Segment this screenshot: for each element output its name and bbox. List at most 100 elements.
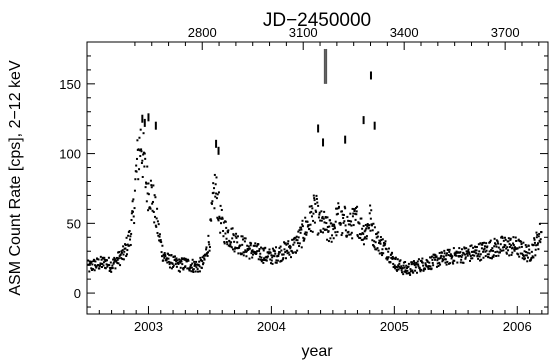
data-point xyxy=(270,254,273,257)
data-point xyxy=(428,261,431,264)
data-point xyxy=(129,238,132,241)
data-point xyxy=(119,264,122,267)
data-point xyxy=(420,268,423,271)
data-point xyxy=(377,249,380,252)
data-point xyxy=(523,257,526,260)
data-point xyxy=(371,239,374,242)
data-point xyxy=(305,233,308,236)
data-point xyxy=(177,262,180,265)
data-point xyxy=(214,183,217,186)
data-point xyxy=(250,242,253,245)
data-point xyxy=(202,254,205,257)
data-point xyxy=(174,258,177,261)
data-point xyxy=(143,165,146,168)
data-point xyxy=(300,246,303,249)
x-tick-label: 2003 xyxy=(134,319,163,334)
data-point xyxy=(311,207,314,210)
data-point xyxy=(540,231,543,234)
data-point xyxy=(344,207,347,210)
data-point xyxy=(160,251,163,254)
data-point xyxy=(339,222,342,225)
data-point xyxy=(514,247,517,250)
data-point xyxy=(397,264,400,267)
data-point xyxy=(454,252,457,255)
data-point xyxy=(144,157,147,160)
data-point xyxy=(233,247,236,250)
data-point xyxy=(500,249,503,252)
data-point xyxy=(398,262,401,265)
data-point xyxy=(380,238,383,241)
data-point xyxy=(397,265,400,268)
data-point xyxy=(166,261,169,264)
data-point xyxy=(346,215,349,218)
data-point xyxy=(243,251,246,254)
data-point xyxy=(441,260,444,263)
data-point xyxy=(135,164,138,167)
data-point xyxy=(447,262,450,265)
data-point xyxy=(229,245,232,248)
data-point xyxy=(345,235,348,238)
data-point xyxy=(394,256,397,259)
data-point xyxy=(140,148,143,151)
data-point xyxy=(280,249,283,252)
data-point xyxy=(403,270,406,273)
data-point xyxy=(102,257,105,260)
data-point xyxy=(158,233,161,236)
data-point xyxy=(290,249,293,252)
data-point xyxy=(178,270,181,273)
data-point xyxy=(207,251,210,254)
data-point xyxy=(236,241,239,244)
data-point xyxy=(322,227,325,230)
data-point xyxy=(442,255,445,258)
data-point xyxy=(530,250,533,253)
data-point xyxy=(111,267,114,270)
data-point xyxy=(213,187,216,190)
data-point xyxy=(319,219,322,222)
data-point xyxy=(168,254,171,257)
data-point xyxy=(220,208,223,211)
data-point xyxy=(474,249,477,252)
data-point xyxy=(130,212,133,215)
data-point xyxy=(358,236,361,239)
data-point xyxy=(394,267,397,270)
data-point xyxy=(459,261,462,264)
data-point xyxy=(207,234,210,237)
data-point xyxy=(295,235,298,238)
y-tick-label: 50 xyxy=(67,216,81,231)
data-point xyxy=(477,257,480,260)
data-point xyxy=(204,253,207,256)
data-point xyxy=(170,254,173,257)
data-point xyxy=(535,244,538,247)
data-point xyxy=(268,248,271,251)
data-point xyxy=(215,192,218,195)
data-point xyxy=(489,257,492,260)
data-point xyxy=(464,257,467,260)
data-point xyxy=(505,247,508,250)
data-point xyxy=(453,259,456,262)
data-point xyxy=(322,217,325,220)
data-point xyxy=(375,233,378,236)
data-point xyxy=(477,243,480,246)
data-point xyxy=(336,230,339,233)
data-point xyxy=(538,239,541,242)
data-point xyxy=(536,233,539,236)
data-point xyxy=(334,220,337,223)
data-point xyxy=(127,234,130,237)
data-point xyxy=(532,256,535,259)
data-point xyxy=(488,241,491,244)
data-point xyxy=(501,236,504,239)
data-point xyxy=(450,254,453,257)
outlier-point xyxy=(141,114,144,123)
data-point xyxy=(328,225,331,228)
data-point xyxy=(93,259,96,262)
data-point xyxy=(317,216,320,219)
data-point xyxy=(526,251,529,254)
data-point xyxy=(193,260,196,263)
data-point xyxy=(435,265,438,268)
data-point xyxy=(146,165,149,168)
data-point xyxy=(455,250,458,253)
data-point xyxy=(465,250,468,253)
data-point xyxy=(135,157,138,160)
data-point xyxy=(213,173,216,176)
data-point xyxy=(193,263,196,266)
